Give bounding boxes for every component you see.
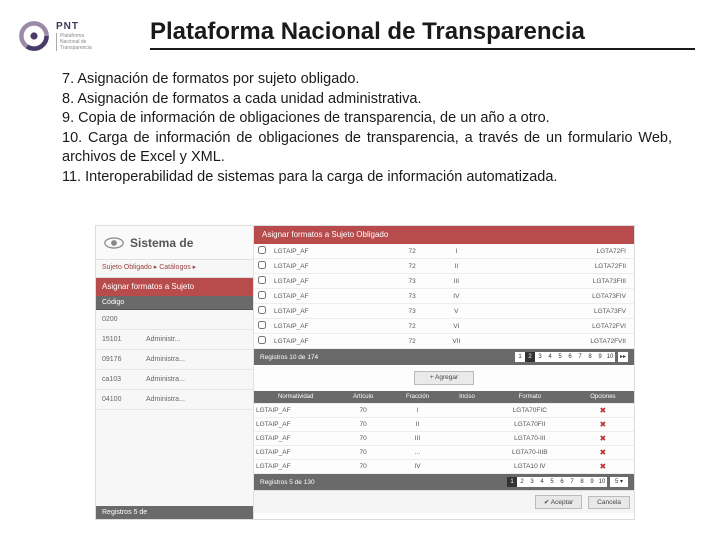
list-item: 7. Asignación de formatos por sujeto obl… — [62, 70, 672, 90]
table-row[interactable]: 04100Administra... — [96, 390, 253, 410]
pager-page[interactable]: 2 — [525, 352, 535, 362]
pager-page[interactable]: 4 — [537, 477, 547, 487]
delete-icon[interactable]: ✖ — [572, 418, 634, 432]
pager-page[interactable]: 1 — [515, 352, 525, 362]
slide-title: Plataforma Nacional de Transparencia — [150, 18, 695, 50]
cancel-button[interactable]: Cancela — [588, 496, 630, 509]
pager-page[interactable]: 6 — [565, 352, 575, 362]
table-row: LGTAIP_AF72ILGTA72FI — [254, 244, 634, 259]
left-table-header: Código — [96, 296, 253, 310]
column-header: Artículo — [337, 391, 389, 404]
pager-page[interactable]: 10 — [605, 352, 615, 362]
pager-perpage[interactable]: 5 ▾ — [610, 477, 628, 487]
table-row: LGTAIP_AF70IVLGTA10 IV✖ — [254, 460, 634, 474]
row-checkbox[interactable] — [258, 336, 266, 344]
delete-icon[interactable]: ✖ — [572, 432, 634, 446]
pager-lower: Registros 5 de 130 12345678910 5 ▾ — [254, 474, 634, 490]
list-item: 9. Copia de información de obligaciones … — [62, 109, 672, 129]
logo-subtext: PlataformaNacional deTransparencia — [56, 33, 92, 51]
list-item: 10. Carga de información de obligaciones… — [62, 129, 672, 168]
pager-page[interactable]: 5 — [555, 352, 565, 362]
system-header-text: Sistema de — [130, 236, 193, 250]
pager-last[interactable]: ▸▸ — [618, 352, 628, 362]
row-checkbox[interactable] — [258, 306, 266, 314]
accept-button[interactable]: ✔ Aceptar — [535, 495, 582, 509]
table-row: LGTAIP_AF72VILGTA72FVI — [254, 319, 634, 334]
pager-page[interactable]: 5 — [547, 477, 557, 487]
pager-upper: Registros 10 de 174 12345678910 ▸▸ — [254, 349, 634, 365]
eye-icon — [104, 237, 124, 249]
pager-page[interactable]: 8 — [577, 477, 587, 487]
table-row: LGTAIP_AF73VLGTA73FV — [254, 304, 634, 319]
pager-page[interactable]: 9 — [595, 352, 605, 362]
row-checkbox[interactable] — [258, 321, 266, 329]
pager-page[interactable]: 8 — [585, 352, 595, 362]
table-row: LGTAIP_AF73IIILGTA73FIII — [254, 274, 634, 289]
delete-icon[interactable]: ✖ — [572, 446, 634, 460]
table-row: LGTAIP_AF70...LGTA70-IIIB✖ — [254, 446, 634, 460]
table-row[interactable]: 0200 — [96, 310, 253, 330]
pager-page[interactable]: 3 — [535, 352, 545, 362]
column-header: Normatividad — [254, 391, 337, 404]
table-row: LGTAIP_AF72IILGTA72FII — [254, 259, 634, 274]
table-row: LGTAIP_AF73IVLGTA73FIV — [254, 289, 634, 304]
list-item: 11. Interoperabilidad de sistemas para l… — [62, 168, 672, 188]
list-item: 8. Asignación de formatos a cada unidad … — [62, 90, 672, 110]
screenshot-right-panel: Asignar formatos a Sujeto Obligado LGTAI… — [254, 226, 634, 519]
row-checkbox[interactable] — [258, 246, 266, 254]
delete-icon[interactable]: ✖ — [572, 404, 634, 418]
system-header: Sistema de — [96, 226, 253, 260]
body-text: 7. Asignación de formatos por sujeto obl… — [62, 70, 672, 187]
table-row: LGTAIP_AF72VIILGTA72FVII — [254, 334, 634, 349]
table-row: LGTAIP_AF70ILGTA70FIC✖ — [254, 404, 634, 418]
column-header: Opciones — [572, 391, 634, 404]
pager-page[interactable]: 3 — [527, 477, 537, 487]
right-panel-title: Asignar formatos a Sujeto Obligado — [254, 226, 634, 244]
pager-label: Registros 10 de 174 — [260, 354, 318, 361]
table-row[interactable]: 15101Administr... — [96, 330, 253, 350]
embedded-screenshot: Sistema de Sujeto Obligado ▸ Catálogos ▸… — [95, 225, 635, 520]
lower-table: NormatividadArtículoFracciónIncisoFormat… — [254, 391, 634, 474]
table-row: LGTAIP_AF70IILGTA70FII✖ — [254, 418, 634, 432]
column-header: Fracción — [389, 391, 446, 404]
pager-page[interactable]: 6 — [557, 477, 567, 487]
column-header: Formato — [488, 391, 572, 404]
table-row[interactable]: ca103Administra... — [96, 370, 253, 390]
pager-page[interactable]: 1 — [507, 477, 517, 487]
screenshot-left-panel: Sistema de Sujeto Obligado ▸ Catálogos ▸… — [96, 226, 254, 519]
assign-bar: Asignar formatos a Sujeto — [96, 278, 253, 296]
left-table: Código 020015101Administr...09176Adminis… — [96, 296, 253, 506]
pager-page[interactable]: 7 — [567, 477, 577, 487]
breadcrumb: Sujeto Obligado ▸ Catálogos ▸ — [96, 260, 253, 278]
button-row: ✔ Aceptar Cancela — [254, 490, 634, 513]
row-checkbox[interactable] — [258, 261, 266, 269]
table-row: LGTAIP_AF70IIILGTA70-III✖ — [254, 432, 634, 446]
add-button[interactable]: + Agregar — [414, 371, 474, 385]
left-table-footer: Registros 5 de — [96, 506, 253, 519]
row-checkbox[interactable] — [258, 276, 266, 284]
row-checkbox[interactable] — [258, 291, 266, 299]
upper-table: LGTAIP_AF72ILGTA72FILGTAIP_AF72IILGTA72F… — [254, 244, 634, 349]
table-row[interactable]: 09176Administra... — [96, 350, 253, 370]
pager-page[interactable]: 2 — [517, 477, 527, 487]
pager-page[interactable]: 10 — [597, 477, 607, 487]
delete-icon[interactable]: ✖ — [572, 460, 634, 474]
pager-page[interactable]: 7 — [575, 352, 585, 362]
pnt-logo: PNT PlataformaNacional deTransparencia — [16, 18, 92, 54]
column-header: Inciso — [446, 391, 488, 404]
pager-label: Registros 5 de 130 — [260, 479, 315, 486]
pager-page[interactable]: 9 — [587, 477, 597, 487]
logo-mark — [16, 18, 52, 54]
logo-text: PNT PlataformaNacional deTransparencia — [56, 21, 92, 51]
pager-page[interactable]: 4 — [545, 352, 555, 362]
